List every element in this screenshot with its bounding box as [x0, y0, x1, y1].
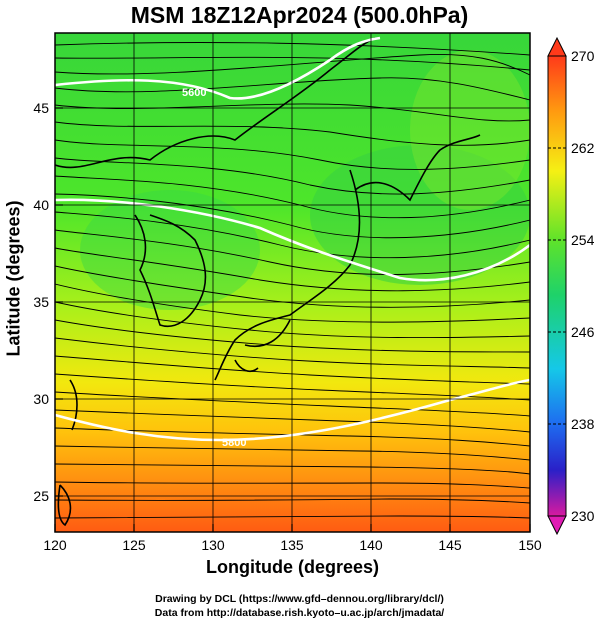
temperature-highlights — [80, 50, 530, 310]
colorbar-tick-label: 238 — [571, 416, 595, 432]
colorbar-tick-label: 262 — [571, 140, 595, 156]
tick-marks — [54, 107, 531, 532]
colorbar-tick-label: 270 — [571, 48, 595, 64]
map-title: MSM 18Z12Apr2024 (500.0hPa) — [130, 2, 469, 28]
colorbar: 270 262 254 246 238 230 — [547, 36, 595, 536]
colorbar-scale — [547, 55, 567, 517]
streamlines — [55, 42, 530, 519]
colorbar-tick-label: 254 — [571, 232, 595, 248]
x-tick-label: 125 — [122, 537, 146, 553]
credit-data: Data from http://database.rish.kyoto–u.a… — [154, 607, 445, 619]
colorbar-tick-label: 230 — [571, 508, 595, 524]
y-tick-label: 25 — [33, 488, 49, 504]
x-tick-label: 145 — [438, 537, 462, 553]
colorbar-bottom-arrow — [547, 515, 567, 536]
grid-lines — [55, 33, 530, 532]
y-axis-label: Latitude (degrees) — [3, 200, 24, 357]
colorbar-top-arrow — [547, 36, 567, 57]
x-tick-label: 140 — [359, 537, 383, 553]
credit-drawing: Drawing by DCL (https://www.gfd–dennou.o… — [155, 593, 444, 605]
contour-label: 5800 — [222, 437, 246, 449]
contour-label: 5600 — [182, 87, 206, 99]
x-tick-label: 150 — [518, 537, 542, 553]
x-tick-label: 120 — [43, 537, 67, 553]
coastline — [55, 37, 481, 527]
x-axis-label: Longitude (degrees) — [205, 557, 379, 577]
colorbar-tick-label: 246 — [571, 324, 595, 340]
y-tick-label: 30 — [33, 391, 49, 407]
y-tick-label: 40 — [33, 197, 49, 213]
y-tick-label: 35 — [33, 294, 49, 310]
x-tick-label: 130 — [201, 537, 225, 553]
x-tick-label: 135 — [280, 537, 304, 553]
y-tick-label: 45 — [33, 100, 49, 116]
